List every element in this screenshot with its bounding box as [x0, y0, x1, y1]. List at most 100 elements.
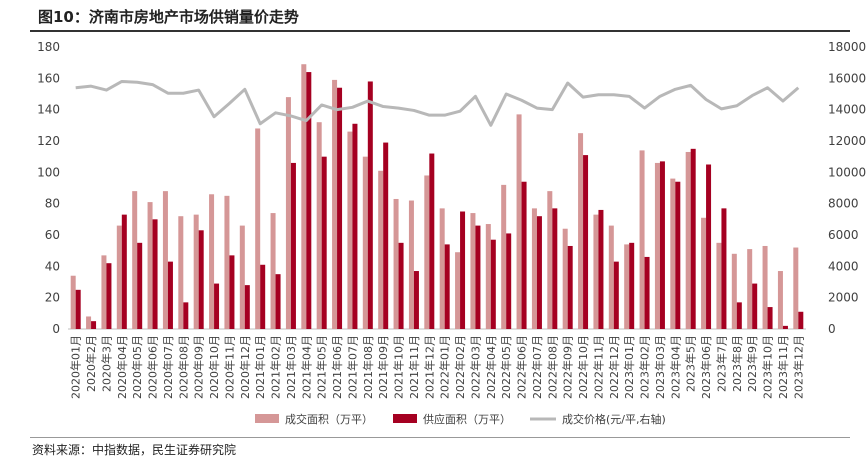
- bar-supply: [121, 214, 127, 329]
- x-tick-label: 2021年02月: [269, 335, 283, 399]
- x-tick-label: 2023年5月: [684, 335, 698, 392]
- y-right-tick-label: 10000: [828, 165, 866, 179]
- bar-sales: [285, 97, 291, 329]
- bar-sales: [408, 200, 414, 329]
- bar-sales: [393, 198, 399, 329]
- bar-sales: [531, 208, 537, 329]
- x-tick-label: 2020年07月: [161, 335, 175, 399]
- legend-swatch-sales: [255, 414, 279, 423]
- bar-sales: [747, 249, 753, 329]
- x-tick-label: 2022年09月: [561, 335, 575, 399]
- bar-sales: [485, 224, 491, 329]
- bar-sales: [793, 247, 799, 329]
- y-left-tick-label: 180: [37, 40, 60, 54]
- y-left-tick-label: 160: [37, 71, 60, 85]
- bar-supply: [429, 153, 435, 329]
- x-tick-label: 2023年9月: [745, 335, 759, 392]
- bar-sales: [347, 131, 353, 329]
- y-left-tick-label: 120: [37, 134, 60, 148]
- y-left-tick-label: 100: [37, 165, 60, 179]
- x-tick-label: 2023年11月: [776, 335, 790, 399]
- bar-sales: [762, 245, 768, 329]
- y-right-tick-label: 18000: [828, 40, 866, 54]
- bar-sales: [209, 194, 215, 329]
- bar-sales: [716, 242, 722, 329]
- x-tick-label: 2022年08月: [545, 335, 559, 399]
- bar-sales: [301, 64, 307, 329]
- bar-sales: [562, 228, 568, 329]
- x-tick-label: 2020年01月: [69, 335, 83, 399]
- y-right-tick-label: 16000: [828, 71, 866, 85]
- bar-sales: [470, 213, 476, 329]
- bar-sales: [162, 191, 168, 329]
- y-right-tick-label: 6000: [828, 228, 859, 242]
- bar-supply: [644, 256, 650, 329]
- bar-sales: [439, 208, 445, 329]
- bar-supply: [521, 181, 527, 329]
- bar-supply: [767, 307, 773, 329]
- legend-label-price: 成交价格(元/平,右轴): [562, 412, 666, 426]
- y-right-tick-label: 8000: [828, 197, 859, 211]
- bar-supply: [398, 242, 404, 329]
- bar-sales: [270, 213, 276, 329]
- bar-sales: [239, 225, 245, 329]
- bar-sales: [608, 225, 614, 329]
- bar-supply: [721, 208, 727, 329]
- bar-supply: [367, 81, 373, 329]
- bar-supply: [383, 142, 389, 329]
- x-tick-label: 2020年2月: [84, 335, 98, 392]
- y-left-tick-label: 80: [45, 197, 60, 211]
- x-tick-label: 2023年8月: [730, 335, 744, 392]
- y-right-tick-label: 12000: [828, 134, 866, 148]
- bar-supply: [490, 239, 496, 329]
- bar-sales: [731, 253, 737, 329]
- x-tick-label: 2021年05月: [315, 335, 329, 399]
- bar-supply: [75, 289, 81, 329]
- bar-sales: [101, 255, 107, 329]
- x-tick-label: 2023年01月: [622, 335, 636, 399]
- bar-sales: [624, 244, 630, 329]
- bar-supply: [613, 261, 619, 329]
- bar-sales: [362, 156, 368, 329]
- x-tick-label: 2020年06月: [146, 335, 160, 399]
- bar-sales: [132, 191, 138, 329]
- x-tick-label: 2023年02月: [638, 335, 652, 399]
- x-tick-label: 2022年07月: [530, 335, 544, 399]
- x-tick-label: 2021年01月: [253, 335, 267, 399]
- bar-sales: [86, 316, 92, 329]
- x-tick-label: 2020年12月: [238, 335, 252, 399]
- x-tick-label: 2023年12月: [791, 335, 805, 399]
- source-note: 资料来源：中指数据，民生证券研究院: [32, 443, 237, 457]
- x-tick-label: 2023年10月: [761, 335, 775, 399]
- x-tick-label: 2023年04月: [668, 335, 682, 399]
- bar-supply: [306, 72, 312, 329]
- bar-sales: [316, 122, 322, 329]
- bar-supply: [290, 162, 296, 329]
- bar-supply: [167, 261, 173, 329]
- legend-label-supply: 供应面积（万平）: [423, 412, 511, 426]
- bar-supply: [91, 321, 97, 329]
- chart-title: 图10：济南市房地产市场供销量价走势: [38, 8, 299, 26]
- bar-sales: [224, 195, 230, 329]
- y-right-tick-label: 14000: [828, 103, 866, 117]
- x-tick-label: 2021年12月: [422, 335, 436, 399]
- x-tick-label: 2022年06月: [515, 335, 529, 399]
- x-tick-label: 2022年04月: [484, 335, 498, 399]
- bars-layer: [70, 64, 804, 330]
- bar-sales: [654, 162, 660, 329]
- x-tick-label: 2021年10月: [392, 335, 406, 399]
- bar-sales: [116, 225, 122, 329]
- bar-sales: [547, 191, 553, 329]
- bar-supply: [706, 164, 712, 329]
- bar-sales: [685, 151, 691, 329]
- legend-label-sales: 成交面积（万平）: [285, 412, 373, 426]
- bar-supply: [506, 233, 512, 329]
- bar-supply: [690, 148, 696, 329]
- bar-sales: [193, 214, 199, 329]
- y-right-tick-label: 4000: [828, 259, 859, 273]
- x-tick-label: 2022年12月: [607, 335, 621, 399]
- y-left-tick-label: 20: [45, 291, 60, 305]
- x-tick-label: 2020年09月: [192, 335, 206, 399]
- x-tick-label: 2023年03月: [653, 335, 667, 399]
- bar-supply: [659, 161, 665, 329]
